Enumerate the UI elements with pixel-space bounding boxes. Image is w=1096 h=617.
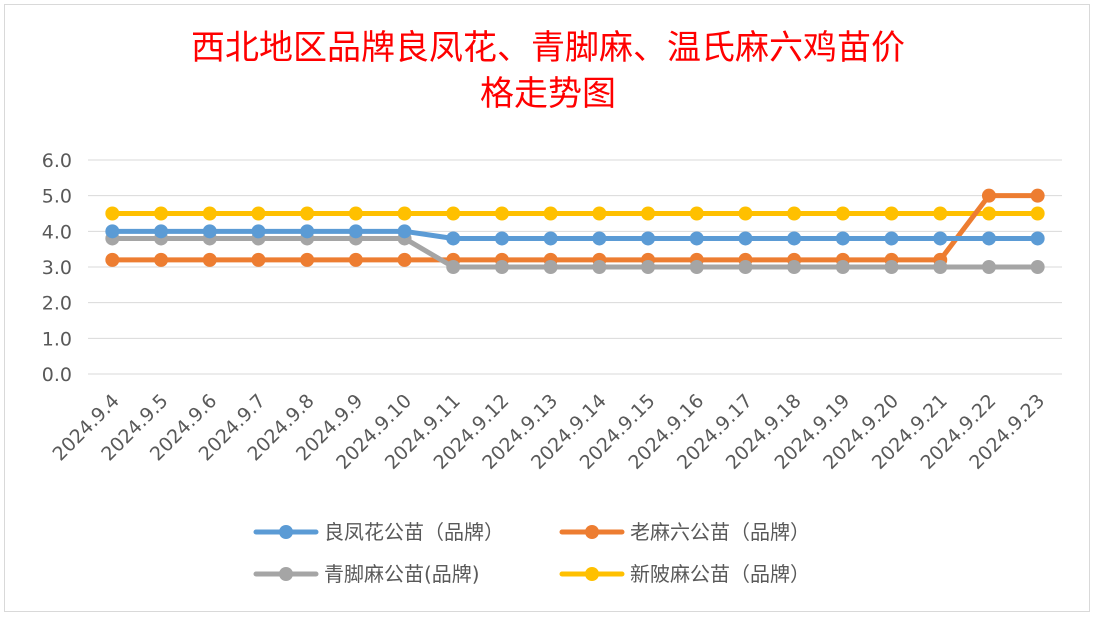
- data-point: [689, 260, 704, 274]
- data-point: [348, 252, 363, 267]
- y-tick-label: 3.0: [42, 257, 72, 279]
- data-point: [154, 252, 169, 267]
- data-point: [1030, 206, 1045, 221]
- data-point: [154, 224, 169, 239]
- y-tick-label: 0.0: [42, 364, 72, 386]
- data-point: [348, 224, 363, 239]
- data-point: [105, 206, 120, 221]
- data-point: [641, 206, 656, 221]
- data-point: [494, 260, 509, 274]
- data-point: [446, 260, 461, 274]
- chart-title-line2: 格走势图: [480, 74, 616, 114]
- data-point: [446, 231, 461, 246]
- data-point: [835, 231, 850, 246]
- data-point: [787, 231, 802, 246]
- y-tick-label: 6.0: [42, 150, 72, 172]
- legend-marker: [279, 567, 293, 581]
- data-point: [689, 206, 704, 221]
- data-point: [1030, 260, 1045, 274]
- y-tick-label: 5.0: [42, 186, 72, 208]
- y-tick-label: 4.0: [42, 221, 72, 243]
- series-line: [109, 235, 1041, 270]
- data-point: [300, 206, 315, 221]
- data-point: [543, 260, 558, 274]
- data-point: [543, 231, 558, 246]
- data-point: [592, 231, 607, 246]
- legend-marker: [279, 525, 293, 539]
- data-point: [397, 224, 412, 239]
- series-line: [109, 193, 1041, 263]
- data-point: [397, 206, 412, 221]
- data-point: [592, 260, 607, 274]
- data-point: [641, 231, 656, 246]
- legend-label: 新陂麻公苗（品牌）: [630, 562, 810, 586]
- data-point: [689, 231, 704, 246]
- chart-title-line1: 西北地区品牌良凤花、青脚麻、温氏麻六鸡苗价: [191, 28, 905, 68]
- data-point: [933, 260, 948, 274]
- data-point: [202, 206, 217, 221]
- data-point: [981, 231, 996, 246]
- data-point: [933, 231, 948, 246]
- data-point: [787, 260, 802, 274]
- data-point: [251, 206, 266, 221]
- data-point: [981, 188, 996, 203]
- data-point: [494, 231, 509, 246]
- data-point: [787, 206, 802, 221]
- data-point: [446, 206, 461, 221]
- data-point: [543, 206, 558, 221]
- data-point: [738, 206, 753, 221]
- legend-label: 青脚麻公苗(品牌): [324, 562, 480, 586]
- data-point: [1030, 231, 1045, 246]
- data-point: [105, 224, 120, 239]
- data-point: [154, 206, 169, 221]
- y-tick-label: 1.0: [42, 328, 72, 350]
- legend-label: 老麻六公苗（品牌）: [630, 520, 810, 544]
- legend-marker: [585, 567, 599, 581]
- data-point: [738, 231, 753, 246]
- data-point: [494, 206, 509, 221]
- data-point: [202, 224, 217, 239]
- data-point: [835, 206, 850, 221]
- data-point: [105, 252, 120, 267]
- data-point: [933, 206, 948, 221]
- data-point: [300, 252, 315, 267]
- series-line: [109, 228, 1041, 241]
- data-point: [835, 260, 850, 274]
- data-point: [641, 260, 656, 274]
- data-point: [884, 206, 899, 221]
- data-point: [251, 252, 266, 267]
- data-point: [738, 260, 753, 274]
- chart-frame: [4, 4, 1090, 612]
- data-point: [202, 252, 217, 267]
- data-point: [884, 231, 899, 246]
- data-point: [300, 224, 315, 239]
- data-point: [1030, 188, 1045, 203]
- data-point: [981, 206, 996, 221]
- data-point: [251, 224, 266, 239]
- data-point: [348, 206, 363, 221]
- legend-label: 良凤花公苗（品牌）: [324, 520, 504, 544]
- y-tick-label: 2.0: [42, 293, 72, 315]
- data-point: [981, 260, 996, 274]
- legend-marker: [585, 525, 599, 539]
- data-point: [592, 206, 607, 221]
- data-point: [397, 252, 412, 267]
- data-point: [884, 260, 899, 274]
